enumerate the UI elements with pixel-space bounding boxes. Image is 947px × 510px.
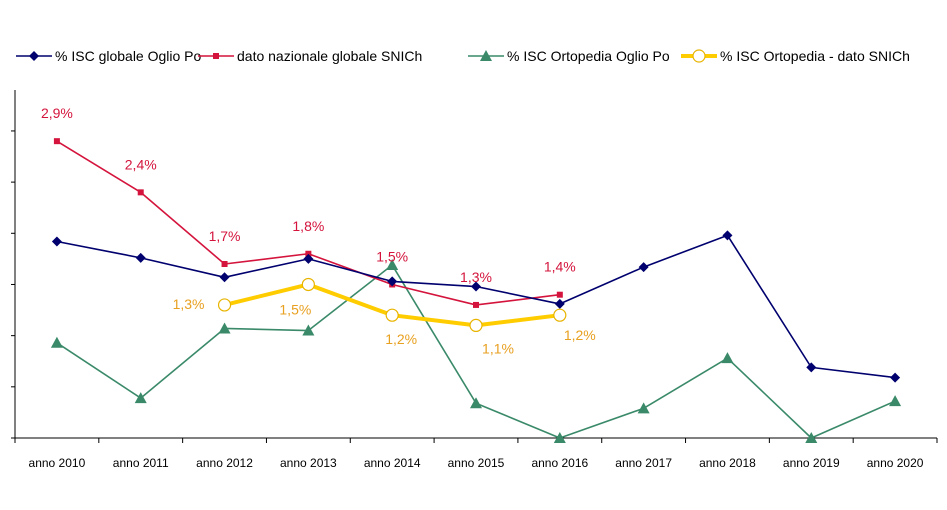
data-point <box>218 322 231 334</box>
data-point <box>473 301 479 308</box>
x-tick-label: anno 2016 <box>531 456 588 470</box>
data-point <box>805 432 818 443</box>
legend-item: % ISC globale Oglio Po <box>16 48 202 64</box>
data-point <box>556 291 563 298</box>
axes: anno 2010 anno 2011 anno 2012 anno 2013 anno… <box>11 90 938 470</box>
legend-item: % ISC Ortopedia Oglio Po <box>468 48 670 64</box>
data-label: 1,2% <box>564 327 596 343</box>
data-point <box>219 272 230 283</box>
x-tick-label: anno 2015 <box>448 456 505 470</box>
series-2 <box>50 259 902 443</box>
data-point <box>387 276 398 287</box>
series-0 <box>51 230 901 383</box>
data-point <box>637 402 650 414</box>
data-point <box>303 253 314 264</box>
legend-swatch-marker <box>692 49 706 63</box>
x-tick-label: anno 2018 <box>699 456 756 470</box>
data-point <box>51 236 62 247</box>
legend-swatch-marker <box>480 50 492 61</box>
data-point <box>305 250 312 257</box>
data-label: 1,5% <box>279 301 311 317</box>
x-tick-label: anno 2010 <box>29 456 86 470</box>
data-point <box>137 189 144 196</box>
data-point <box>638 262 649 273</box>
data-label: 1,3% <box>460 269 492 285</box>
legend-item: dato nazionale globale SNICh <box>198 48 422 64</box>
data-point <box>553 308 567 322</box>
x-tick-label: anno 2014 <box>364 456 421 470</box>
data-point <box>385 308 399 322</box>
data-point <box>471 281 481 292</box>
data-point <box>554 298 565 309</box>
data-point <box>221 261 228 267</box>
data-label: 1,8% <box>292 218 324 234</box>
data-point <box>722 230 733 241</box>
data-point <box>134 392 147 404</box>
data-point <box>806 362 817 373</box>
legend-label: % ISC globale Oglio Po <box>55 48 202 64</box>
data-label: 1,7% <box>209 228 241 244</box>
data-point <box>302 324 315 336</box>
series-layer <box>50 138 902 443</box>
x-tick-label: anno 2017 <box>615 456 672 470</box>
legend-swatch-marker <box>213 53 219 59</box>
data-point <box>889 395 902 407</box>
data-label: 2,9% <box>41 105 73 121</box>
data-point <box>50 336 63 348</box>
data-point <box>53 138 60 145</box>
data-label: 1,5% <box>376 248 408 264</box>
legend-label: % ISC Ortopedia Oglio Po <box>507 48 670 64</box>
legend-label: % ISC Ortopedia - dato SNICh <box>720 48 910 64</box>
data-point <box>890 372 901 383</box>
data-label: 1,2% <box>385 331 417 347</box>
data-point <box>135 252 146 263</box>
data-label: 2,4% <box>125 156 157 172</box>
legend-swatch-marker <box>29 51 39 61</box>
data-label: 1,3% <box>173 296 205 312</box>
data-point <box>301 277 315 292</box>
data-label: 1,1% <box>482 340 514 356</box>
data-label: 1,4% <box>544 259 576 275</box>
legend: % ISC globale Oglio Po dato nazionale glo… <box>16 48 910 64</box>
x-tick-label: anno 2013 <box>280 456 337 470</box>
x-tick-label: anno 2011 <box>113 456 169 470</box>
x-tick-label: anno 2020 <box>867 456 924 470</box>
data-point <box>469 318 483 333</box>
legend-label: dato nazionale globale SNICh <box>237 48 422 64</box>
data-point <box>553 432 566 443</box>
data-point <box>386 259 399 271</box>
x-tick-label: anno 2019 <box>783 456 840 470</box>
data-point <box>721 352 734 364</box>
data-point <box>470 397 482 409</box>
data-labels: 2,9% 2,4% 1,7% 1,8% 1,5% 1,3% 1,4% 1,3% 1,5% 1,2%… <box>41 105 596 356</box>
x-tick-label: anno 2012 <box>196 456 253 470</box>
series-3 <box>217 277 567 333</box>
data-point <box>217 298 232 312</box>
legend-item: % ISC Ortopedia - dato SNICh <box>681 48 910 64</box>
